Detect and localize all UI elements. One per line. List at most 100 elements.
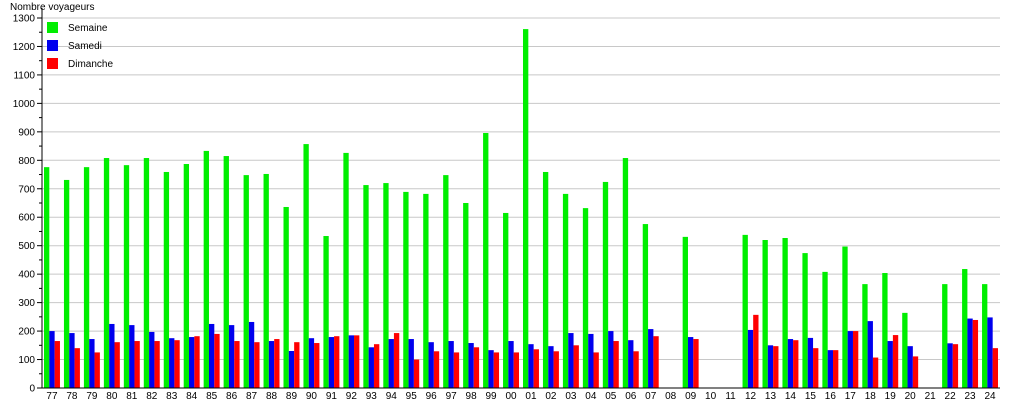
x-tick-label: 24 bbox=[984, 391, 996, 400]
bar-semaine-17 bbox=[842, 246, 848, 388]
x-tick-label: 07 bbox=[645, 391, 657, 400]
y-axis-label: Nombre voyageurs bbox=[10, 2, 94, 13]
x-tick-label: 80 bbox=[106, 391, 118, 400]
bar-dimanche-17 bbox=[852, 331, 859, 388]
bar-dimanche-88 bbox=[274, 339, 280, 388]
bar-samedi-23 bbox=[967, 318, 973, 388]
bar-semaine-93 bbox=[363, 185, 369, 388]
x-tick-label: 08 bbox=[665, 391, 677, 400]
bar-samedi-00 bbox=[508, 341, 514, 388]
bar-dimanche-19 bbox=[892, 335, 899, 388]
bar-samedi-22 bbox=[947, 343, 953, 388]
bar-dimanche-98 bbox=[473, 347, 480, 388]
bar-samedi-99 bbox=[488, 350, 494, 388]
y-tick-label: 900 bbox=[18, 127, 35, 138]
y-tick-label: 100 bbox=[18, 355, 35, 366]
bar-dimanche-09 bbox=[693, 339, 699, 388]
bar-semaine-24 bbox=[982, 284, 988, 388]
bar-semaine-01 bbox=[522, 29, 529, 388]
y-tick-label: 1100 bbox=[13, 70, 35, 81]
x-tick-label: 19 bbox=[885, 391, 897, 400]
bar-semaine-85 bbox=[203, 150, 209, 388]
y-tick-label: 1300 bbox=[13, 14, 36, 25]
bar-semaine-19 bbox=[882, 273, 888, 388]
bar-dimanche-23 bbox=[972, 319, 979, 388]
legend-swatch-semaine bbox=[47, 22, 58, 33]
x-tick-label: 10 bbox=[705, 391, 717, 400]
y-tick-label: 200 bbox=[18, 327, 35, 338]
bar-samedi-13 bbox=[767, 345, 774, 388]
bar-semaine-77 bbox=[43, 167, 50, 388]
bar-semaine-16 bbox=[822, 271, 828, 388]
legend-swatch-dimanche bbox=[47, 58, 58, 69]
x-tick-label: 00 bbox=[505, 391, 517, 400]
bar-samedi-03 bbox=[568, 333, 574, 388]
bar-semaine-13 bbox=[762, 240, 768, 388]
x-tick-label: 13 bbox=[765, 391, 777, 400]
bar-semaine-83 bbox=[163, 171, 170, 388]
bar-semaine-18 bbox=[862, 284, 868, 388]
bar-dimanche-78 bbox=[74, 348, 80, 388]
bar-semaine-95 bbox=[403, 191, 409, 388]
bar-semaine-00 bbox=[503, 212, 509, 388]
x-tick-label: 87 bbox=[246, 391, 258, 400]
x-tick-label: 85 bbox=[206, 391, 218, 400]
bar-dimanche-83 bbox=[174, 340, 180, 388]
bar-samedi-83 bbox=[169, 338, 175, 388]
bar-semaine-04 bbox=[582, 208, 589, 388]
bar-semaine-09 bbox=[682, 236, 688, 388]
bar-semaine-07 bbox=[642, 224, 649, 388]
bar-samedi-24 bbox=[987, 317, 993, 388]
x-tick-label: 97 bbox=[446, 391, 458, 400]
bar-samedi-98 bbox=[468, 343, 474, 388]
x-tick-label: 81 bbox=[126, 391, 138, 400]
x-tick-label: 12 bbox=[745, 391, 757, 400]
x-tick-label: 23 bbox=[965, 391, 977, 400]
bar-semaine-22 bbox=[942, 284, 948, 388]
x-tick-label: 78 bbox=[66, 391, 78, 400]
x-tick-label: 11 bbox=[725, 391, 736, 400]
bar-samedi-16 bbox=[827, 350, 834, 388]
bar-dimanche-03 bbox=[573, 345, 579, 388]
bar-dimanche-97 bbox=[453, 352, 460, 388]
bar-samedi-05 bbox=[608, 331, 614, 388]
bar-dimanche-20 bbox=[912, 356, 919, 388]
bar-samedi-04 bbox=[588, 333, 594, 388]
x-tick-label: 06 bbox=[625, 391, 637, 400]
x-tick-label: 92 bbox=[346, 391, 358, 400]
bar-dimanche-90 bbox=[314, 343, 320, 388]
bar-samedi-86 bbox=[228, 325, 235, 388]
bar-samedi-17 bbox=[847, 331, 853, 388]
bar-samedi-84 bbox=[189, 337, 195, 388]
bar-semaine-03 bbox=[562, 193, 569, 388]
bar-semaine-99 bbox=[483, 132, 489, 388]
bar-semaine-92 bbox=[343, 152, 349, 388]
bar-samedi-12 bbox=[747, 329, 754, 388]
x-tick-label: 89 bbox=[286, 391, 298, 400]
bar-samedi-90 bbox=[308, 338, 315, 388]
bar-semaine-97 bbox=[443, 175, 449, 388]
bar-semaine-15 bbox=[802, 253, 808, 388]
bar-dimanche-18 bbox=[872, 357, 879, 388]
bar-dimanche-06 bbox=[633, 351, 639, 388]
bar-dimanche-02 bbox=[553, 351, 559, 388]
bar-samedi-09 bbox=[687, 337, 694, 388]
x-tick-label: 94 bbox=[386, 391, 398, 400]
bar-samedi-87 bbox=[248, 321, 255, 388]
x-tick-label: 14 bbox=[785, 391, 797, 400]
x-tick-label: 09 bbox=[685, 391, 697, 400]
x-tick-label: 98 bbox=[466, 391, 478, 400]
bar-dimanche-84 bbox=[194, 336, 200, 388]
x-tick-label: 84 bbox=[186, 391, 198, 400]
legend-label-dimanche: Dimanche bbox=[68, 59, 113, 70]
bar-semaine-87 bbox=[243, 175, 249, 388]
x-tick-label: 93 bbox=[366, 391, 378, 400]
bar-semaine-20 bbox=[902, 312, 908, 388]
x-tick-label: 22 bbox=[945, 391, 957, 400]
bar-dimanche-00 bbox=[513, 352, 520, 388]
x-tick-label: 96 bbox=[426, 391, 438, 400]
bar-dimanche-80 bbox=[114, 342, 120, 388]
bar-samedi-77 bbox=[49, 331, 55, 388]
bar-semaine-80 bbox=[103, 158, 110, 388]
